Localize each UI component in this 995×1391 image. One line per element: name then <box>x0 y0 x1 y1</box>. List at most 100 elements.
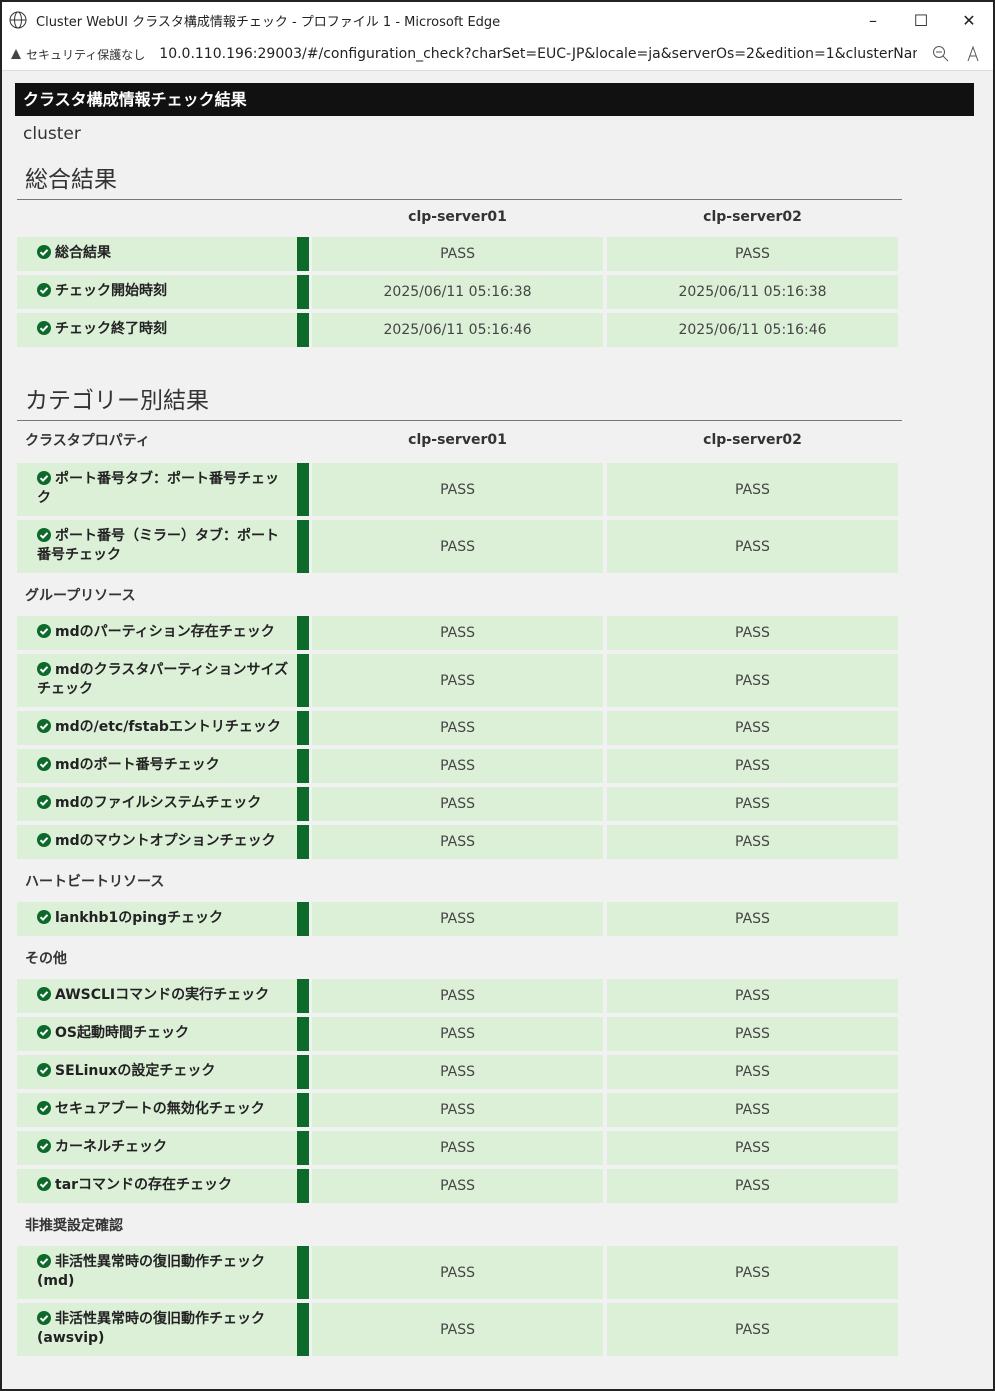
check-name: ポート番号タブ：ポート番号チェック <box>37 471 279 506</box>
result-value: PASS <box>607 1017 898 1051</box>
maximize-button[interactable]: ☐ <box>913 10 929 30</box>
result-value: PASS <box>607 902 898 936</box>
check-label: ポート番号（ミラー）タブ：ポート番号チェック <box>17 520 298 573</box>
result-row: mdのポート番号チェック PASS PASS <box>17 749 902 783</box>
column-header: clp-server01 <box>408 432 507 448</box>
result-value: PASS <box>312 1246 604 1299</box>
check-label: ポート番号タブ：ポート番号チェック <box>17 463 298 516</box>
check-icon <box>37 1139 51 1153</box>
group-name: ハートビートリソース <box>25 873 165 890</box>
check-icon <box>37 910 51 924</box>
check-name: 非活性異常時の復旧動作チェック(awsvip) <box>37 1311 265 1346</box>
result-row: 非活性異常時の復旧動作チェック(awsvip) PASS PASS <box>17 1303 902 1356</box>
check-icon <box>37 624 51 638</box>
status-bar <box>297 1246 310 1299</box>
result-value: PASS <box>607 237 898 271</box>
group-name: 非推奨設定確認 <box>25 1217 123 1234</box>
group-name: クラスタプロパティ <box>25 433 150 449</box>
result-value: PASS <box>312 237 604 271</box>
status-bar <box>297 237 310 271</box>
result-row: OS起動時間チェック PASS PASS <box>17 1017 902 1051</box>
check-label: 非活性異常時の復旧動作チェック(awsvip) <box>17 1303 298 1356</box>
result-value: PASS <box>312 520 604 573</box>
result-row: ポート番号タブ：ポート番号チェック PASS PASS <box>17 463 902 516</box>
security-indicator[interactable]: セキュリティ保護なし <box>10 46 145 63</box>
column-header-row: グループリソース <box>17 577 902 612</box>
check-name: mdのファイルシステムチェック <box>55 795 262 811</box>
check-name: AWSCLIコマンドの実行チェック <box>55 987 270 1003</box>
result-value: PASS <box>312 902 604 936</box>
minimize-button[interactable]: – <box>869 10 877 30</box>
status-bar <box>297 1017 310 1051</box>
result-value: PASS <box>607 979 898 1013</box>
check-name: mdのポート番号チェック <box>55 757 220 773</box>
status-bar <box>297 463 310 516</box>
status-bar <box>297 825 310 859</box>
result-value: PASS <box>607 787 898 821</box>
check-label: カーネルチェック <box>17 1131 298 1165</box>
check-name: mdのパーティション存在チェック <box>55 624 275 640</box>
page-content: クラスタ構成情報チェック結果 cluster 総合結果 clp-server01 c… <box>2 71 993 1356</box>
result-value: PASS <box>312 1055 604 1089</box>
result-value: PASS <box>607 1169 898 1203</box>
result-value: PASS <box>607 1246 898 1299</box>
check-label: AWSCLIコマンドの実行チェック <box>17 979 298 1013</box>
status-bar <box>297 711 310 745</box>
check-name: lankhb1のpingチェック <box>55 910 224 926</box>
globe-icon <box>9 11 27 29</box>
check-icon <box>37 1311 51 1325</box>
zoom-icon[interactable] <box>931 44 951 64</box>
close-button[interactable]: ✕ <box>962 10 976 30</box>
url[interactable]: 10.0.110.196:29003/#/configuration_check… <box>159 46 917 62</box>
check-name: チェック終了時刻 <box>55 321 167 337</box>
check-label: mdのパーティション存在チェック <box>17 616 298 650</box>
result-row: mdのクラスタパーティションサイズチェック PASS PASS <box>17 654 902 707</box>
result-row: mdのマウントオプションチェック PASS PASS <box>17 825 902 859</box>
result-value: PASS <box>312 616 604 650</box>
status-bar <box>297 787 310 821</box>
result-value: PASS <box>312 1303 604 1356</box>
check-icon <box>37 321 51 335</box>
status-bar <box>297 1055 310 1089</box>
result-row: 非活性異常時の復旧動作チェック(md) PASS PASS <box>17 1246 902 1299</box>
status-bar <box>297 654 310 707</box>
check-icon <box>37 1254 51 1268</box>
check-label: mdのマウントオプションチェック <box>17 825 298 859</box>
status-bar <box>297 979 310 1013</box>
check-icon <box>37 987 51 1001</box>
result-value: PASS <box>312 1017 604 1051</box>
check-name: mdのクラスタパーティションサイズチェック <box>37 662 289 697</box>
status-bar <box>297 749 310 783</box>
check-icon <box>37 662 51 676</box>
result-value: PASS <box>312 711 604 745</box>
result-value: PASS <box>312 1093 604 1127</box>
result-row: lankhb1のpingチェック PASS PASS <box>17 902 902 936</box>
result-row: SELinuxの設定チェック PASS PASS <box>17 1055 902 1089</box>
check-name: mdのマウントオプションチェック <box>55 833 276 849</box>
result-value: PASS <box>607 749 898 783</box>
read-aloud-icon[interactable] <box>965 44 985 64</box>
status-bar <box>297 1303 310 1356</box>
result-row: チェック開始時刻 2025/06/11 05:16:38 2025/06/11 05… <box>17 275 902 309</box>
window-title: Cluster WebUI クラスタ構成情報チェック - プロファイル 1 - … <box>36 14 501 30</box>
address-bar[interactable]: セキュリティ保護なし 10.0.110.196:29003/#/configur… <box>2 38 993 71</box>
result-row: チェック終了時刻 2025/06/11 05:16:46 2025/06/11 05… <box>17 313 902 347</box>
result-row: mdのファイルシステムチェック PASS PASS <box>17 787 902 821</box>
result-row: mdのパーティション存在チェック PASS PASS <box>17 616 902 650</box>
check-name: セキュアブートの無効化チェック <box>55 1101 265 1117</box>
check-label: lankhb1のpingチェック <box>17 902 298 936</box>
result-value: PASS <box>607 1303 898 1356</box>
status-bar <box>297 520 310 573</box>
check-icon <box>37 1063 51 1077</box>
check-name: 総合結果 <box>55 245 111 261</box>
check-name: mdの/etc/fstabエントリチェック <box>55 719 281 735</box>
result-value: 2025/06/11 05:16:46 <box>607 313 898 347</box>
column-header-row: ハートビートリソース <box>17 863 902 898</box>
result-value: 2025/06/11 05:16:46 <box>312 313 604 347</box>
group-name: グループリソース <box>25 587 136 604</box>
result-value: 2025/06/11 05:16:38 <box>607 275 898 309</box>
check-label: mdのファイルシステムチェック <box>17 787 298 821</box>
column-header-row: その他 <box>17 940 902 975</box>
result-value: PASS <box>312 787 604 821</box>
status-bar <box>297 1131 310 1165</box>
